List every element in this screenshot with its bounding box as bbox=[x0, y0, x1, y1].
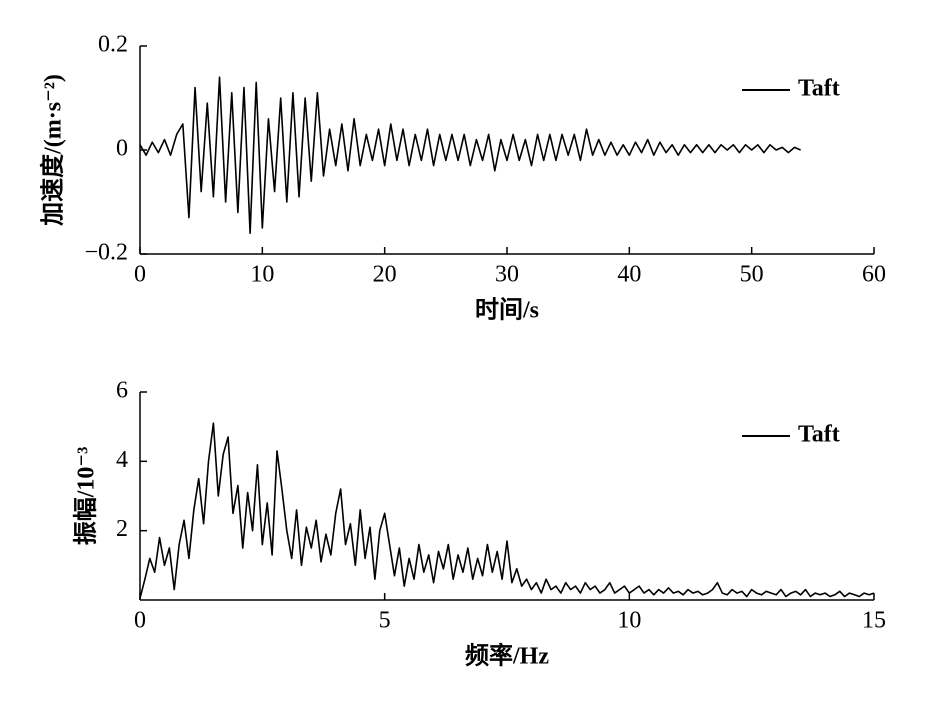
data-line bbox=[139, 76, 801, 234]
data-line bbox=[139, 422, 875, 599]
x-tick-label: 20 bbox=[373, 262, 397, 288]
y-tick-label: 2 bbox=[116, 516, 128, 542]
x-axis-label: 频率/Hz bbox=[465, 642, 549, 670]
x-tick-label: 10 bbox=[617, 608, 641, 634]
legend-label: Taft bbox=[798, 76, 840, 102]
legend-label: Taft bbox=[798, 422, 840, 448]
y-axis-label: 加速度/(m·s⁻²) bbox=[39, 74, 67, 226]
x-tick-label: 40 bbox=[617, 262, 641, 288]
x-tick-label: 0 bbox=[134, 262, 146, 288]
y-tick-label: 4 bbox=[116, 447, 128, 473]
x-tick-label: 0 bbox=[134, 608, 146, 634]
y-axis-label: 振幅/10⁻³ bbox=[73, 447, 100, 546]
x-tick-label: 50 bbox=[740, 262, 764, 288]
y-tick-label: −0.2 bbox=[84, 240, 128, 266]
x-tick-label: 15 bbox=[862, 608, 886, 634]
x-tick-label: 60 bbox=[862, 262, 886, 288]
x-tick-label: 30 bbox=[495, 262, 519, 288]
x-tick-label: 5 bbox=[379, 608, 391, 634]
x-axis-label: 时间/s bbox=[475, 297, 539, 324]
y-tick-label: 6 bbox=[116, 378, 128, 404]
x-tick-label: 10 bbox=[250, 262, 274, 288]
y-tick-label: 0 bbox=[116, 136, 128, 162]
y-tick-label: 0.2 bbox=[98, 32, 128, 58]
